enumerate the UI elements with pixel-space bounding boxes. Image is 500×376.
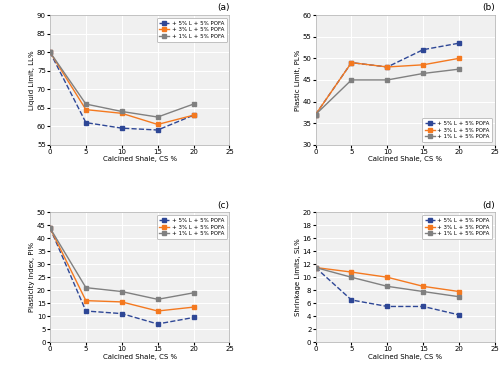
+ 1% L + 5% POFA bbox=[312, 112, 318, 117]
+ 1% L + 5% POFA bbox=[83, 102, 89, 106]
+ 5% L + 5% POFA bbox=[190, 315, 196, 320]
+ 1% L + 5% POFA bbox=[348, 275, 354, 279]
Line: + 5% L + 5% POFA: + 5% L + 5% POFA bbox=[313, 41, 462, 117]
Line: + 5% L + 5% POFA: + 5% L + 5% POFA bbox=[48, 226, 196, 326]
+ 1% L + 5% POFA bbox=[384, 78, 390, 82]
Y-axis label: Liquid Limit, LL%: Liquid Limit, LL% bbox=[30, 50, 36, 110]
+ 5% L + 5% POFA bbox=[420, 304, 426, 309]
+ 3% L + 5% POFA bbox=[456, 56, 462, 61]
+ 3% L + 5% POFA bbox=[119, 300, 125, 304]
Y-axis label: Plasticity Index, PI%: Plasticity Index, PI% bbox=[30, 242, 36, 312]
+ 1% L + 5% POFA bbox=[420, 71, 426, 76]
Line: + 1% L + 5% POFA: + 1% L + 5% POFA bbox=[313, 265, 462, 299]
+ 1% L + 5% POFA bbox=[190, 291, 196, 295]
+ 5% L + 5% POFA bbox=[312, 112, 318, 117]
+ 3% L + 5% POFA bbox=[384, 65, 390, 69]
+ 3% L + 5% POFA bbox=[47, 226, 53, 230]
X-axis label: Calcined Shale, CS %: Calcined Shale, CS % bbox=[368, 354, 442, 360]
+ 1% L + 5% POFA bbox=[190, 102, 196, 106]
Text: (c): (c) bbox=[218, 201, 230, 210]
+ 5% L + 5% POFA bbox=[154, 128, 160, 132]
+ 1% L + 5% POFA bbox=[47, 50, 53, 55]
+ 5% L + 5% POFA bbox=[384, 65, 390, 69]
+ 3% L + 5% POFA bbox=[47, 50, 53, 55]
+ 5% L + 5% POFA bbox=[47, 50, 53, 55]
+ 5% L + 5% POFA bbox=[384, 304, 390, 309]
+ 3% L + 5% POFA bbox=[190, 113, 196, 117]
Line: + 3% L + 5% POFA: + 3% L + 5% POFA bbox=[313, 56, 462, 117]
+ 5% L + 5% POFA bbox=[312, 265, 318, 270]
+ 3% L + 5% POFA bbox=[456, 289, 462, 294]
+ 1% L + 5% POFA bbox=[348, 78, 354, 82]
+ 3% L + 5% POFA bbox=[312, 112, 318, 117]
+ 1% L + 5% POFA bbox=[83, 285, 89, 290]
+ 3% L + 5% POFA bbox=[420, 62, 426, 67]
+ 1% L + 5% POFA bbox=[384, 284, 390, 289]
+ 1% L + 5% POFA bbox=[47, 226, 53, 230]
Text: (b): (b) bbox=[482, 3, 495, 12]
+ 5% L + 5% POFA bbox=[47, 226, 53, 230]
+ 3% L + 5% POFA bbox=[312, 265, 318, 270]
+ 3% L + 5% POFA bbox=[154, 122, 160, 127]
Line: + 3% L + 5% POFA: + 3% L + 5% POFA bbox=[48, 226, 196, 314]
+ 1% L + 5% POFA bbox=[119, 289, 125, 294]
+ 1% L + 5% POFA bbox=[154, 297, 160, 302]
+ 1% L + 5% POFA bbox=[119, 109, 125, 114]
Legend: + 5% L + 5% POFA, + 3% L + 5% POFA, + 1% L + 5% POFA: + 5% L + 5% POFA, + 3% L + 5% POFA, + 1%… bbox=[422, 118, 492, 142]
Text: (a): (a) bbox=[217, 3, 230, 12]
X-axis label: Calcined Shale, CS %: Calcined Shale, CS % bbox=[102, 156, 177, 162]
+ 3% L + 5% POFA bbox=[384, 275, 390, 279]
+ 5% L + 5% POFA bbox=[83, 309, 89, 313]
+ 1% L + 5% POFA bbox=[456, 67, 462, 71]
+ 5% L + 5% POFA bbox=[420, 47, 426, 52]
+ 3% L + 5% POFA bbox=[348, 270, 354, 274]
Line: + 1% L + 5% POFA: + 1% L + 5% POFA bbox=[48, 50, 196, 120]
Legend: + 5% L + 5% POFA, + 3% L + 5% POFA, + 1% L + 5% POFA: + 5% L + 5% POFA, + 3% L + 5% POFA, + 1%… bbox=[156, 18, 226, 42]
+ 5% L + 5% POFA bbox=[348, 298, 354, 302]
+ 5% L + 5% POFA bbox=[83, 120, 89, 125]
+ 5% L + 5% POFA bbox=[456, 313, 462, 317]
Line: + 1% L + 5% POFA: + 1% L + 5% POFA bbox=[313, 67, 462, 117]
Line: + 3% L + 5% POFA: + 3% L + 5% POFA bbox=[48, 50, 196, 127]
Line: + 1% L + 5% POFA: + 1% L + 5% POFA bbox=[48, 226, 196, 302]
+ 1% L + 5% POFA bbox=[420, 289, 426, 294]
X-axis label: Calcined Shale, CS %: Calcined Shale, CS % bbox=[368, 156, 442, 162]
Legend: + 5% L + 5% POFA, + 3% L + 5% POFA, + 1% L + 5% POFA: + 5% L + 5% POFA, + 3% L + 5% POFA, + 1%… bbox=[156, 215, 226, 239]
+ 3% L + 5% POFA bbox=[83, 108, 89, 112]
+ 5% L + 5% POFA bbox=[190, 113, 196, 117]
+ 1% L + 5% POFA bbox=[154, 115, 160, 119]
+ 5% L + 5% POFA bbox=[119, 311, 125, 316]
+ 3% L + 5% POFA bbox=[154, 309, 160, 313]
Y-axis label: Shrinkage Limits, SL%: Shrinkage Limits, SL% bbox=[295, 238, 301, 316]
Line: + 5% L + 5% POFA: + 5% L + 5% POFA bbox=[313, 265, 462, 317]
+ 1% L + 5% POFA bbox=[312, 265, 318, 270]
Legend: + 5% L + 5% POFA, + 3% L + 5% POFA, + 1% L + 5% POFA: + 5% L + 5% POFA, + 3% L + 5% POFA, + 1%… bbox=[422, 215, 492, 239]
+ 1% L + 5% POFA bbox=[456, 294, 462, 299]
Line: + 3% L + 5% POFA: + 3% L + 5% POFA bbox=[313, 265, 462, 294]
+ 5% L + 5% POFA bbox=[348, 61, 354, 65]
+ 3% L + 5% POFA bbox=[190, 305, 196, 309]
Line: + 5% L + 5% POFA: + 5% L + 5% POFA bbox=[48, 50, 196, 132]
Y-axis label: Plastic Limit, PL%: Plastic Limit, PL% bbox=[295, 49, 301, 111]
+ 5% L + 5% POFA bbox=[154, 322, 160, 326]
Text: (d): (d) bbox=[482, 201, 495, 210]
+ 3% L + 5% POFA bbox=[420, 284, 426, 289]
X-axis label: Calcined Shale, CS %: Calcined Shale, CS % bbox=[102, 354, 177, 360]
+ 3% L + 5% POFA bbox=[348, 61, 354, 65]
+ 3% L + 5% POFA bbox=[119, 111, 125, 115]
+ 5% L + 5% POFA bbox=[456, 41, 462, 45]
+ 3% L + 5% POFA bbox=[83, 299, 89, 303]
+ 5% L + 5% POFA bbox=[119, 126, 125, 130]
